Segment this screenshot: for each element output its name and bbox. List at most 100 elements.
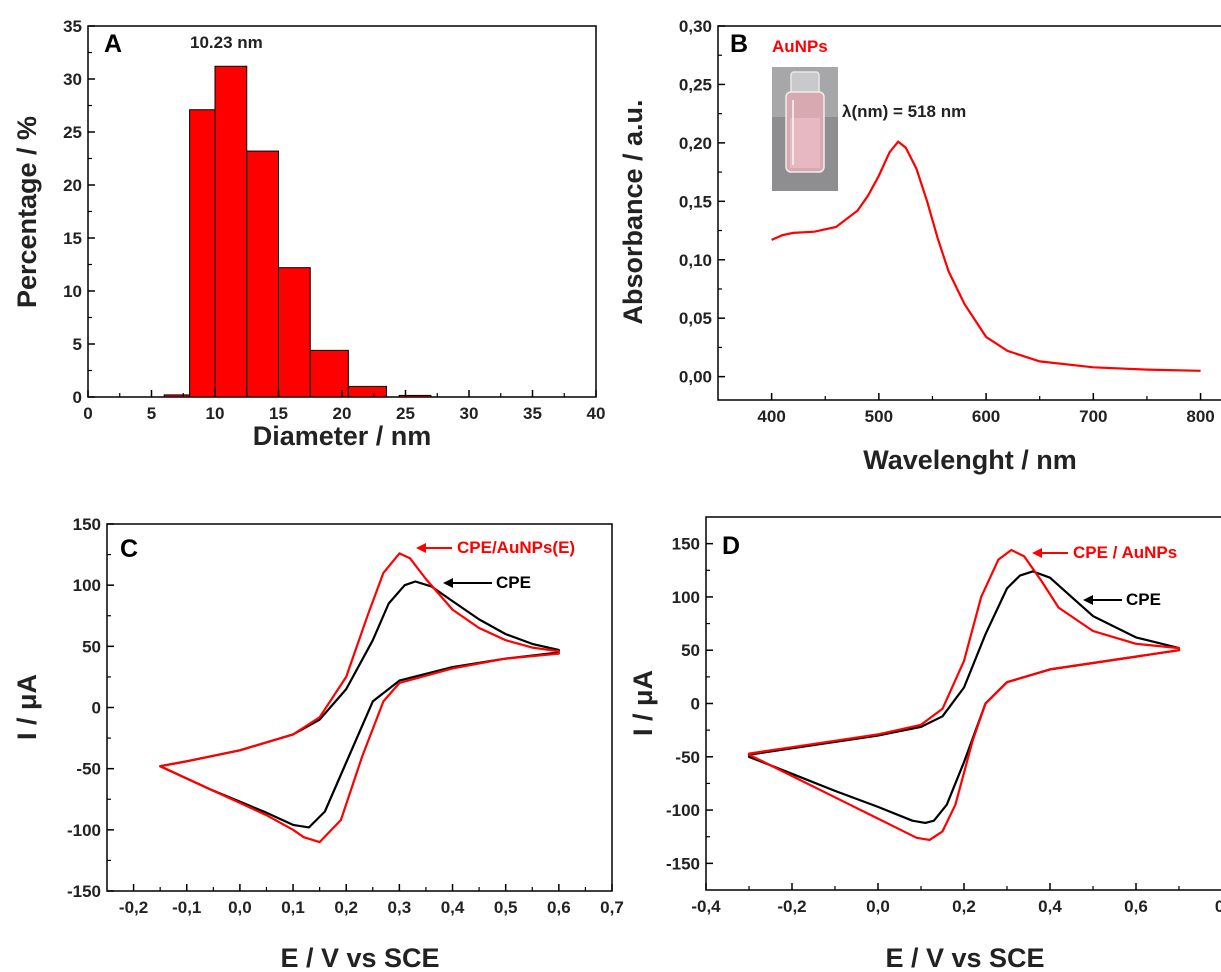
y-tick-label: 0,15 bbox=[679, 192, 712, 211]
histogram-bar bbox=[189, 109, 216, 398]
x-tick-label: 500 bbox=[865, 407, 893, 426]
legend-aunps: AuNPs bbox=[772, 37, 828, 56]
y-tick-label: 0 bbox=[73, 388, 82, 407]
x-ticks: -0,4 -0,2 0,0 0,2 0,4 0,6 0, bbox=[691, 883, 1221, 916]
x-axis-label: Wavelenght / nm bbox=[863, 445, 1077, 475]
panel-c-cyclic-voltammogram: -0,2 -0,1 0,0 0,1 0,2 0,3 0,4 0,5 0,6 0,7 -150 -10… bbox=[12, 515, 624, 972]
absorbance-line bbox=[771, 140, 1201, 372]
y-ticks: -150 -100 -50 0 50 100 150 bbox=[67, 515, 114, 901]
x-tick-label: -0,4 bbox=[691, 897, 721, 916]
x-tick-label: -0,2 bbox=[777, 897, 806, 916]
x-tick-label: 0,6 bbox=[1124, 897, 1148, 916]
x-ticks: 400 500 600 700 800 bbox=[757, 393, 1215, 426]
y-tick-label: 0,00 bbox=[679, 368, 712, 387]
x-tick-label: 0,2 bbox=[952, 897, 976, 916]
y-ticks: 0 5 10 15 20 25 30 35 bbox=[63, 17, 95, 407]
annotation-aunps-label: CPE/AuNPs(E) bbox=[457, 538, 575, 557]
x-tick-label: 0,6 bbox=[547, 898, 571, 917]
cv-curve-cpeaunpse bbox=[159, 552, 560, 844]
y-tick-label: -50 bbox=[675, 748, 700, 767]
y-tick-label: 50 bbox=[681, 641, 700, 660]
plot-frame bbox=[87, 25, 597, 398]
y-tick-label: 100 bbox=[73, 576, 101, 595]
x-axis-label: E / V vs SCE bbox=[885, 943, 1044, 972]
y-tick-label: 30 bbox=[63, 70, 82, 89]
y-axis-label: I / μA bbox=[628, 670, 658, 736]
x-tick-label: 5 bbox=[147, 404, 156, 423]
x-tick-label: 0,3 bbox=[388, 898, 412, 917]
annotation-cpe: CPE bbox=[1083, 590, 1161, 609]
x-tick-label: 400 bbox=[757, 407, 785, 426]
y-ticks: -150 -100 -50 0 50 100 150 bbox=[666, 535, 713, 873]
cv-series bbox=[159, 552, 560, 844]
x-tick-label: 0,5 bbox=[494, 898, 518, 917]
y-axis-label: Percentage / % bbox=[12, 116, 42, 308]
x-tick-label: 35 bbox=[523, 404, 542, 423]
x-tick-label: 0,2 bbox=[334, 898, 358, 917]
histogram-bar bbox=[347, 385, 387, 398]
cv-series bbox=[747, 548, 1181, 841]
y-tick-label: 150 bbox=[672, 535, 700, 554]
histogram-bar bbox=[246, 150, 279, 398]
histogram-bar bbox=[163, 394, 191, 398]
x-tick-label: 0,0 bbox=[228, 898, 252, 917]
panel-b-uv-vis: 400 500 600 700 800 0,00 0,05 0,10 0,15 0,20 0,25… bbox=[618, 17, 1221, 475]
plot-frame bbox=[717, 25, 1221, 401]
x-axis-label: E / V vs SCE bbox=[280, 943, 439, 972]
x-tick-label: 10 bbox=[206, 404, 225, 423]
x-ticks: -0,2 -0,1 0,0 0,1 0,2 0,3 0,4 0,5 0,6 0,7 bbox=[119, 884, 624, 917]
y-tick-label: -100 bbox=[666, 801, 700, 820]
panel-label: A bbox=[104, 30, 122, 58]
panel-a-histogram: 0 5 10 15 20 25 30 35 40 0 5 10 15 20 25 30 35 A 10.23 … bbox=[12, 17, 605, 451]
y-tick-label: 20 bbox=[63, 176, 82, 195]
y-tick-label: 100 bbox=[672, 588, 700, 607]
x-tick-label: 0,4 bbox=[1038, 897, 1062, 916]
annotation-aunps: CPE/AuNPs(E) bbox=[416, 538, 575, 557]
histogram-bars bbox=[163, 65, 432, 398]
y-tick-label: 10 bbox=[63, 282, 82, 301]
x-ticks: 0 5 10 15 20 25 30 35 40 bbox=[83, 390, 605, 423]
x-tick-label: -0,2 bbox=[119, 898, 148, 917]
x-tick-label: 0,4 bbox=[441, 898, 465, 917]
x-tick-label: 800 bbox=[1186, 407, 1214, 426]
panel-d-cyclic-voltammogram: -0,4 -0,2 0,0 0,2 0,4 0,6 0, -150 -100 -50 0 50 100… bbox=[628, 516, 1221, 972]
histogram-bar bbox=[398, 394, 432, 398]
y-tick-label: 25 bbox=[63, 123, 82, 142]
y-tick-label: 0 bbox=[691, 695, 700, 714]
x-tick-label: 0 bbox=[83, 404, 92, 423]
x-tick-label: 30 bbox=[460, 404, 479, 423]
x-tick-label: 0,7 bbox=[600, 898, 624, 917]
absorbance-series bbox=[771, 140, 1201, 372]
y-tick-label: 5 bbox=[73, 335, 82, 354]
cv-curve-cpe bbox=[747, 570, 1181, 824]
cv-curve-cpeaunps bbox=[747, 548, 1181, 841]
y-tick-label: 0,10 bbox=[679, 251, 712, 270]
annotation-cpe: CPE bbox=[443, 573, 531, 592]
x-tick-label: 0,0 bbox=[866, 897, 890, 916]
x-tick-label: 15 bbox=[269, 404, 288, 423]
panel-label: C bbox=[120, 535, 138, 563]
y-tick-label: -150 bbox=[67, 882, 101, 901]
x-tick-label: 20 bbox=[333, 404, 352, 423]
y-tick-label: -150 bbox=[666, 854, 700, 873]
plot-frame bbox=[705, 516, 1221, 891]
y-tick-label: 150 bbox=[73, 515, 101, 534]
vial-photo bbox=[772, 67, 838, 191]
y-tick-label: 35 bbox=[63, 17, 82, 36]
mean-diameter-annotation: 10.23 nm bbox=[190, 33, 263, 52]
peak-annotation: λ(nm) = 518 nm bbox=[842, 102, 966, 121]
x-tick-label: 0,1 bbox=[281, 898, 305, 917]
y-tick-label: 50 bbox=[82, 637, 101, 656]
y-tick-label: 15 bbox=[63, 229, 82, 248]
histogram-bar bbox=[278, 267, 311, 398]
histogram-bar bbox=[309, 349, 349, 398]
panel-label: D bbox=[722, 532, 740, 560]
annotation-cpe-label: CPE bbox=[496, 573, 531, 592]
x-tick-label: -0,1 bbox=[172, 898, 201, 917]
y-axis-label: I / μA bbox=[12, 674, 42, 740]
y-tick-label: 0,25 bbox=[679, 75, 712, 94]
histogram-bar bbox=[214, 65, 248, 398]
x-tick-label: 700 bbox=[1079, 407, 1107, 426]
y-tick-label: 0,20 bbox=[679, 134, 712, 153]
